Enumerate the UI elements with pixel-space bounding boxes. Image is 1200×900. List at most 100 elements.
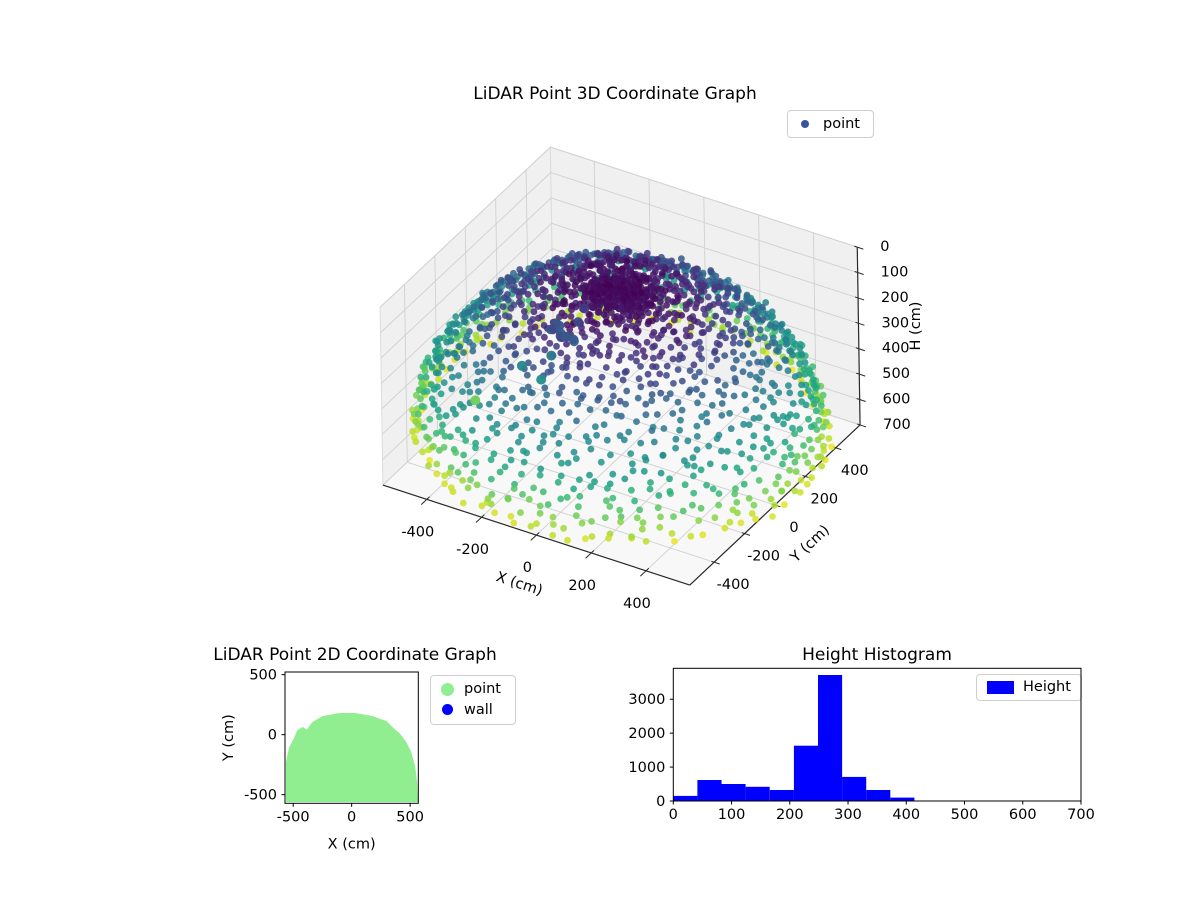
h-tick-label: 0: [880, 239, 889, 255]
point: [417, 373, 425, 381]
point: [428, 363, 436, 371]
point: [498, 407, 505, 415]
point: [786, 389, 794, 397]
point-cloud-blob: [286, 713, 419, 802]
point: [544, 501, 552, 508]
point: [721, 524, 729, 532]
point: [491, 509, 498, 517]
point: [623, 257, 631, 265]
wall-point: [516, 360, 527, 371]
point: [625, 312, 632, 319]
point: [432, 369, 440, 377]
point: [807, 423, 815, 431]
y-axis-label: Y (cm): [221, 714, 237, 762]
point: [518, 301, 525, 309]
point: [645, 264, 653, 272]
point: [510, 519, 518, 527]
point: [760, 445, 767, 452]
point: [434, 406, 442, 414]
plot2d-legend-wall-label: wall: [464, 701, 493, 718]
point: [791, 373, 799, 380]
point: [595, 251, 602, 259]
point: [530, 308, 538, 316]
point: [638, 525, 646, 533]
histogram-axes-box: [672, 667, 1082, 802]
point: [454, 426, 462, 434]
point: [740, 480, 748, 488]
point: [487, 475, 495, 483]
point: [467, 476, 474, 483]
point: [526, 388, 534, 396]
point: [750, 432, 758, 440]
point: [515, 335, 523, 343]
point: [609, 330, 616, 337]
point: [690, 273, 698, 281]
point: [632, 349, 640, 357]
point: [526, 331, 534, 338]
point: [721, 352, 729, 359]
point: [805, 387, 812, 394]
point: [755, 477, 763, 484]
point: [664, 258, 672, 266]
point: [743, 315, 751, 322]
point: [694, 294, 701, 302]
histogram-bar: [721, 784, 746, 801]
point: [793, 412, 800, 420]
point: [613, 245, 621, 253]
point: [677, 416, 684, 424]
point: [697, 466, 705, 474]
y-tick-label: -400: [717, 577, 750, 593]
point: [564, 459, 572, 467]
point: [628, 322, 636, 330]
point: [557, 495, 565, 503]
plot2d-title: LiDAR Point 2D Coordinate Graph: [213, 645, 497, 665]
point: [560, 524, 567, 532]
point: [797, 476, 805, 484]
point: [663, 372, 670, 379]
point: [744, 340, 752, 347]
point: [628, 486, 635, 494]
point: [508, 424, 515, 432]
point: [494, 295, 502, 303]
point: [440, 379, 448, 386]
point: [745, 421, 753, 429]
point: [507, 305, 515, 312]
point: [474, 368, 482, 376]
point: [605, 534, 612, 542]
wall-point: [579, 303, 590, 314]
point: [681, 457, 688, 465]
point: [781, 356, 789, 364]
point: [435, 358, 442, 365]
point: [653, 411, 661, 418]
point: [743, 320, 750, 327]
point: [668, 272, 675, 280]
point: [577, 285, 585, 292]
point: [633, 357, 640, 365]
grid-line: [553, 324, 861, 426]
point: [433, 460, 441, 468]
point: [762, 487, 769, 495]
point: [553, 255, 561, 262]
point: [723, 307, 730, 315]
point: [487, 290, 494, 297]
point: [803, 480, 811, 488]
point: [480, 367, 488, 375]
point: [602, 364, 610, 371]
point: [743, 291, 751, 299]
point: [797, 390, 805, 398]
point: [747, 325, 754, 333]
point: [549, 430, 557, 438]
point: [446, 327, 454, 335]
point: [541, 333, 548, 341]
h-tick: [856, 423, 867, 428]
point: [686, 315, 694, 322]
point: [666, 475, 673, 483]
point: [563, 493, 571, 501]
point: [634, 394, 642, 402]
histogram-ticks: [669, 698, 1082, 805]
point: [563, 340, 570, 348]
point: [507, 363, 515, 371]
point: [452, 410, 459, 418]
plot3d-legend: point: [787, 110, 874, 138]
point: [620, 436, 628, 444]
